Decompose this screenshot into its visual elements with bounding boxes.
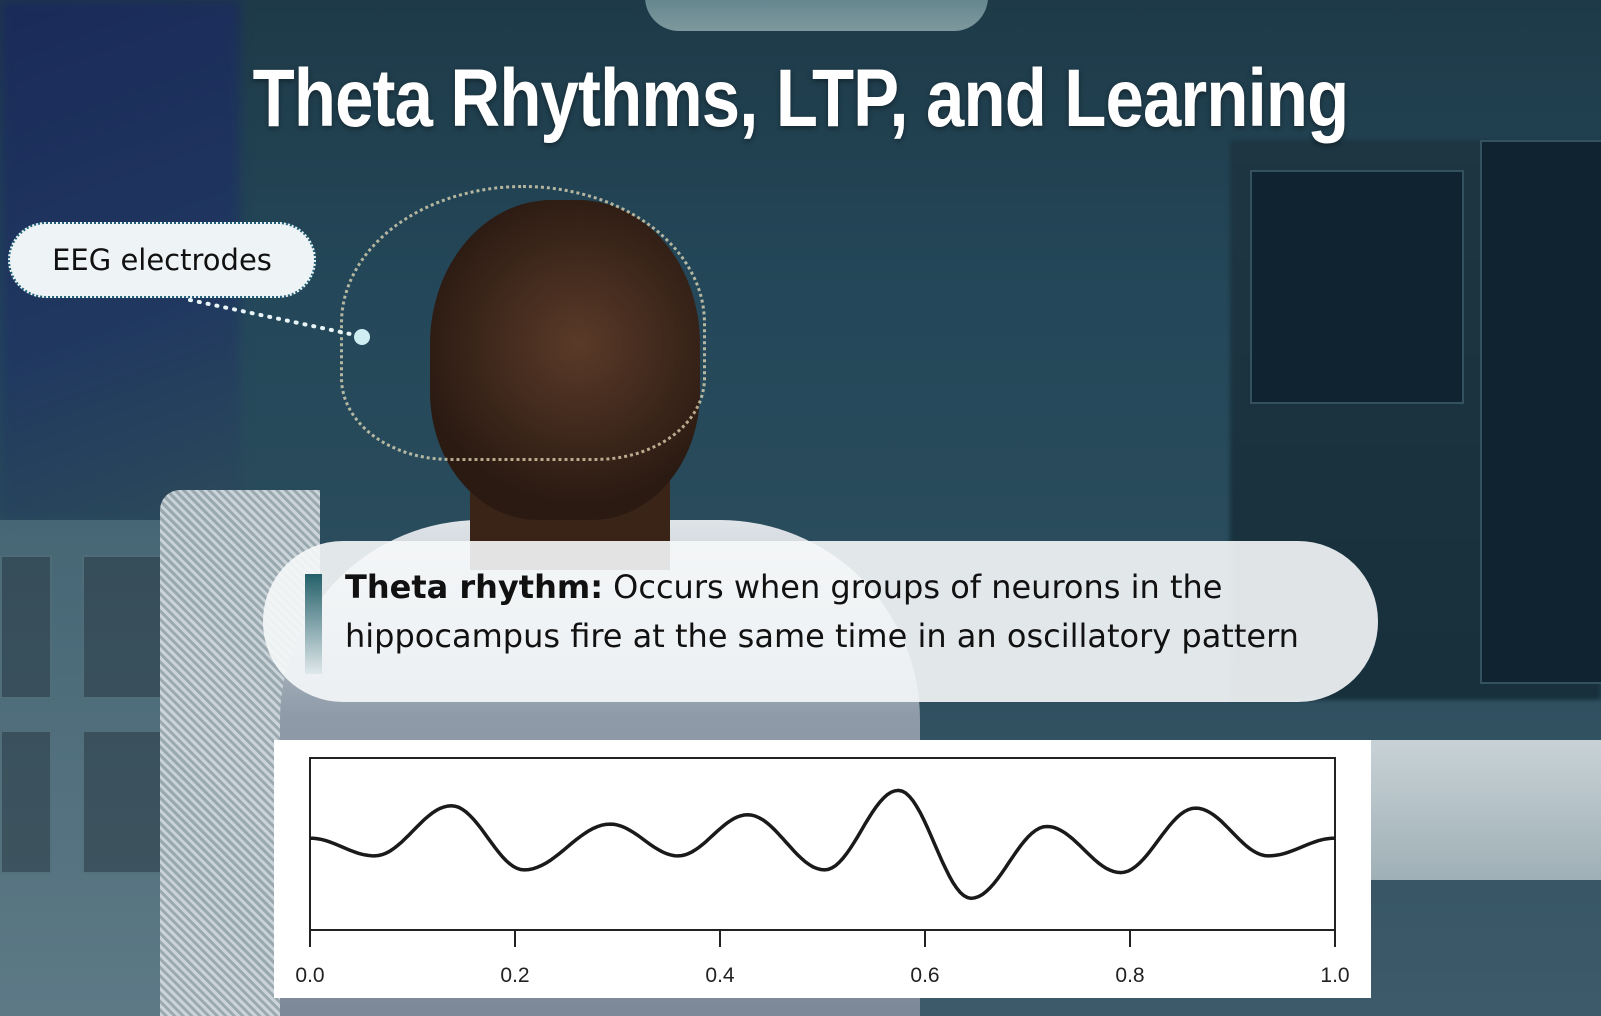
top-tab-decoration bbox=[645, 0, 988, 31]
definition-box: Theta rhythm: Occurs when groups of neur… bbox=[263, 541, 1378, 702]
chart-svg: 0.0 0.2 0.4 0.6 0.8 1.0 bbox=[295, 757, 1350, 987]
page-title: Theta Rhythms, LTP, and Learning bbox=[252, 53, 1350, 144]
x-tick-label: 1.0 bbox=[1320, 964, 1349, 987]
definition-body: Occurs when groups of neurons in the hip… bbox=[345, 568, 1299, 655]
callout-leader-line bbox=[188, 298, 370, 345]
theta-wave-chart: 0.0 0.2 0.4 0.6 0.8 1.0 bbox=[274, 740, 1371, 998]
electrode-marker-dot bbox=[354, 329, 370, 345]
x-tick-label: 0.2 bbox=[500, 964, 529, 987]
x-tick-label: 0.4 bbox=[705, 964, 735, 987]
x-tick-label: 0.0 bbox=[295, 964, 324, 987]
definition-term: Theta rhythm: bbox=[345, 568, 603, 606]
theta-wave-line bbox=[309, 788, 1336, 901]
accent-bar bbox=[305, 574, 322, 674]
eeg-electrodes-callout: EEG electrodes bbox=[8, 222, 316, 298]
plot-frame bbox=[309, 757, 1336, 931]
x-tick-label: 0.8 bbox=[1115, 964, 1144, 987]
x-tick-label: 0.6 bbox=[910, 964, 939, 987]
callout-label: EEG electrodes bbox=[52, 243, 272, 277]
definition-text: Theta rhythm: Occurs when groups of neur… bbox=[345, 563, 1355, 661]
